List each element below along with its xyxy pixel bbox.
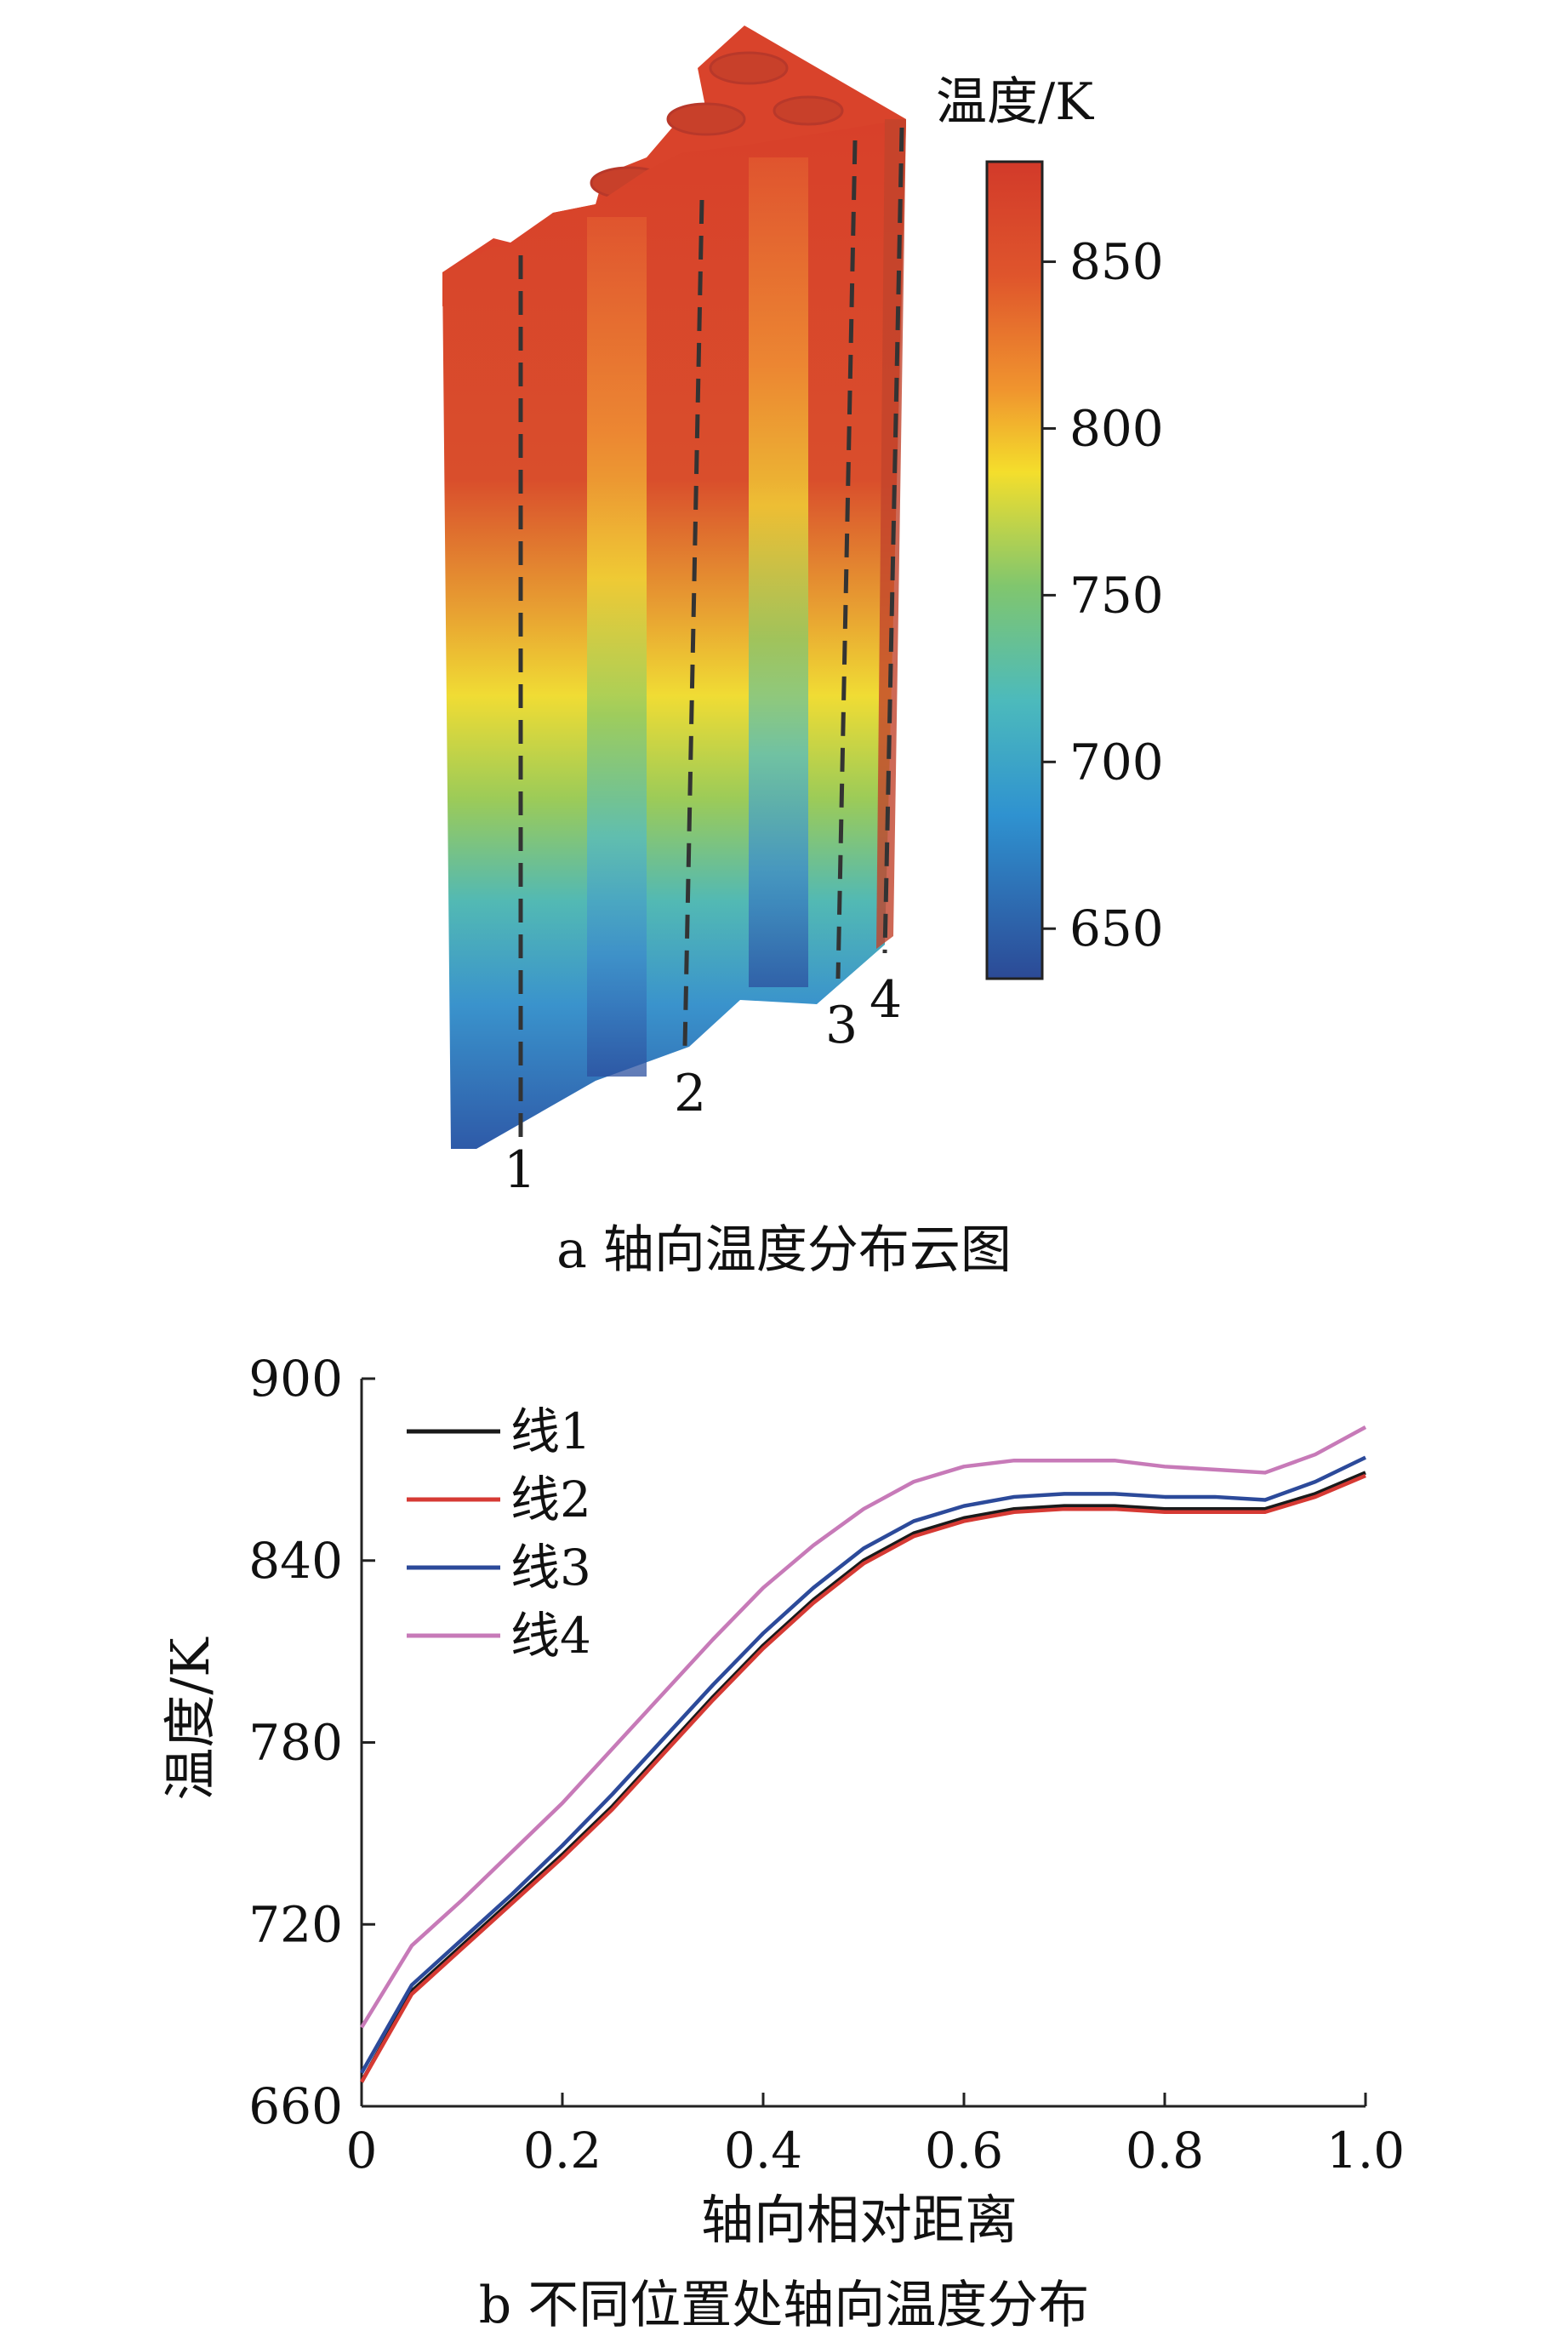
probe-label: 2 (674, 1064, 706, 1123)
chart-lines (360, 1425, 1367, 2083)
legend-label: 线1 (510, 1402, 591, 1460)
series-line-2 (360, 1473, 1366, 2083)
y-tick-label: 660 (248, 2077, 343, 2135)
y-axis-label: 温度/K (159, 1637, 221, 1801)
x-tick-label: 1.0 (1326, 2122, 1405, 2179)
colorbar-tick-label: 750 (1069, 566, 1164, 624)
y-tick-label: 840 (248, 1532, 343, 1590)
y-tick-label: 780 (248, 1714, 343, 1772)
colorbar-title: 温度/K (936, 72, 1094, 132)
probe-line (882, 127, 904, 954)
series-line-1 (360, 1471, 1366, 2083)
x-tick-label: 0.4 (724, 2122, 802, 2179)
panel-b: 660 720 780 840 900 0 0.2 0.4 0.6 0.8 1.0 线1 线2 线3 线4… (0, 1328, 1568, 2335)
panel-a: 1 2 3 4 温度/K 850 800 750 700 650 a 轴向温度分布云图 (442, 26, 1164, 1280)
colorbar-tick-label: 700 (1069, 733, 1164, 791)
legend-label: 线2 (510, 1471, 591, 1528)
colorbar-tick-label: 850 (1069, 233, 1164, 291)
probe-line (835, 140, 858, 980)
series-line-4 (360, 1425, 1367, 2029)
x-axis-label: 轴向相对距离 (701, 2189, 1018, 2251)
x-tick-label: 0 (346, 2122, 378, 2179)
x-tick-label: 0.6 (925, 2122, 1003, 2179)
chart-axes: 660 720 780 840 900 0 0.2 0.4 0.6 0.8 1.0 (248, 1350, 1405, 2179)
x-tick-label: 0.2 (523, 2122, 602, 2179)
chart-legend: 线1 线2 线3 线4 (407, 1402, 591, 1665)
probe-label: 4 (870, 970, 902, 1030)
legend-label: 线3 (510, 1539, 591, 1597)
colorbar-ticks: 850 800 750 700 650 (1042, 233, 1164, 957)
panel-a-caption: a 轴向温度分布云图 (556, 1220, 1012, 1280)
series-line-3 (360, 1455, 1366, 2074)
y-tick-label: 720 (248, 1895, 343, 1953)
top-hole (666, 102, 746, 136)
probe-label: 1 (504, 1140, 536, 1200)
temperature-contour-figure: 1 2 3 4 温度/K 850 800 750 700 650 (442, 26, 1164, 1200)
y-tick-label: 900 (248, 1350, 343, 1408)
temperature-line-chart: 660 720 780 840 900 0 0.2 0.4 0.6 0.8 1.0 线1 线2 线3 线4… (159, 1350, 1405, 2251)
top-hole (773, 95, 844, 126)
channel-column (587, 217, 647, 1077)
block-front-face (442, 119, 906, 1149)
legend-label: 线4 (510, 1607, 591, 1665)
probe-label: 3 (825, 996, 858, 1055)
colorbar-tick-label: 650 (1069, 900, 1164, 957)
channel-column (749, 157, 808, 987)
top-hole (709, 51, 789, 85)
colorbar (985, 160, 1044, 980)
colorbar-tick-label: 800 (1069, 399, 1164, 457)
x-tick-label: 0.8 (1126, 2122, 1204, 2179)
panel-b-caption: b 不同位置处轴向温度分布 (478, 2276, 1090, 2335)
